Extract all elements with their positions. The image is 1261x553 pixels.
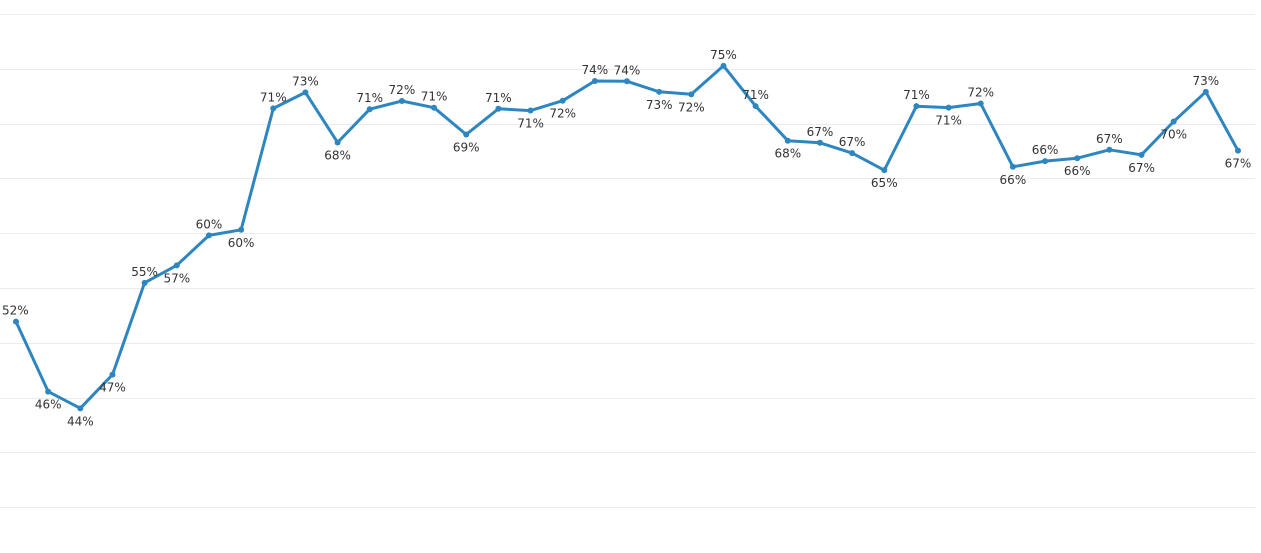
data-label: 72% <box>678 100 705 114</box>
data-label: 71% <box>742 88 769 102</box>
data-point[interactable] <box>302 89 309 96</box>
data-label: 71% <box>421 90 448 104</box>
data-label: 68% <box>324 148 351 162</box>
data-point[interactable] <box>688 91 695 98</box>
data-point[interactable] <box>849 150 856 157</box>
data-point[interactable] <box>77 405 84 412</box>
data-points <box>13 62 1241 412</box>
data-label: 57% <box>163 271 190 285</box>
data-point[interactable] <box>945 104 952 111</box>
data-label: 67% <box>1096 132 1123 146</box>
data-point[interactable] <box>1009 163 1016 170</box>
data-point[interactable] <box>1106 146 1113 153</box>
data-label: 52% <box>2 304 29 318</box>
data-point[interactable] <box>173 262 180 269</box>
data-label: 66% <box>1000 173 1027 187</box>
data-point[interactable] <box>109 371 116 378</box>
data-point[interactable] <box>913 103 920 110</box>
data-label: 68% <box>774 147 801 161</box>
data-point[interactable] <box>398 98 405 105</box>
data-label: 65% <box>871 176 898 190</box>
data-point[interactable] <box>366 106 373 113</box>
data-point[interactable] <box>591 77 598 84</box>
data-point[interactable] <box>431 104 438 111</box>
data-point[interactable] <box>1202 88 1209 95</box>
data-label: 44% <box>67 414 94 428</box>
data-point[interactable] <box>495 105 502 112</box>
data-label: 70% <box>1160 128 1187 142</box>
data-point[interactable] <box>334 139 341 146</box>
data-point[interactable] <box>141 279 148 286</box>
data-label: 55% <box>131 265 158 279</box>
data-label: 67% <box>839 135 866 149</box>
data-point[interactable] <box>1235 147 1241 154</box>
data-point[interactable] <box>784 137 791 144</box>
data-label: 74% <box>582 63 609 77</box>
data-point[interactable] <box>45 388 52 395</box>
data-label: 72% <box>549 107 576 121</box>
data-label: 71% <box>935 114 962 128</box>
data-label: 67% <box>1128 161 1155 175</box>
data-point[interactable] <box>270 105 277 112</box>
data-point[interactable] <box>752 103 759 110</box>
data-point[interactable] <box>977 100 984 107</box>
data-point[interactable] <box>720 62 727 69</box>
data-point[interactable] <box>1138 151 1145 158</box>
data-label: 66% <box>1064 164 1091 178</box>
data-labels: 52% 46% 44% 47% 55% 57% 60% 60% 71% 73% 68% 71% 72% 7… <box>2 48 1252 428</box>
data-label: 71% <box>356 91 383 105</box>
series-line <box>14 64 1240 410</box>
data-label: 67% <box>1225 157 1252 171</box>
data-label: 72% <box>967 86 994 100</box>
data-label: 66% <box>1032 143 1059 157</box>
data-label: 60% <box>196 217 223 231</box>
data-label: 73% <box>1193 74 1220 88</box>
data-label: 73% <box>292 74 319 88</box>
data-point[interactable] <box>205 232 212 239</box>
data-label: 71% <box>903 88 930 102</box>
data-label: 72% <box>389 83 416 97</box>
data-point[interactable] <box>463 131 470 138</box>
data-point[interactable] <box>527 107 534 114</box>
gridlines <box>0 14 1255 508</box>
data-point[interactable] <box>881 167 888 174</box>
data-point[interactable] <box>1042 158 1049 165</box>
data-label: 60% <box>228 236 255 250</box>
data-point[interactable] <box>1074 155 1081 162</box>
data-point[interactable] <box>238 226 245 233</box>
data-label: 71% <box>260 90 287 104</box>
data-label: 75% <box>710 48 737 62</box>
data-point[interactable] <box>624 78 630 85</box>
data-label: 73% <box>646 98 673 112</box>
data-point[interactable] <box>1170 118 1177 125</box>
data-label: 47% <box>99 381 126 395</box>
series-lines <box>14 64 1240 410</box>
data-point[interactable] <box>13 318 19 325</box>
data-point[interactable] <box>559 97 566 104</box>
data-point[interactable] <box>816 139 823 146</box>
data-label: 67% <box>807 125 834 139</box>
data-point[interactable] <box>656 88 663 95</box>
data-label: 74% <box>614 63 641 77</box>
data-label: 71% <box>485 91 512 105</box>
data-label: 46% <box>35 398 62 412</box>
data-label: 71% <box>517 117 544 131</box>
data-label: 69% <box>453 140 480 154</box>
